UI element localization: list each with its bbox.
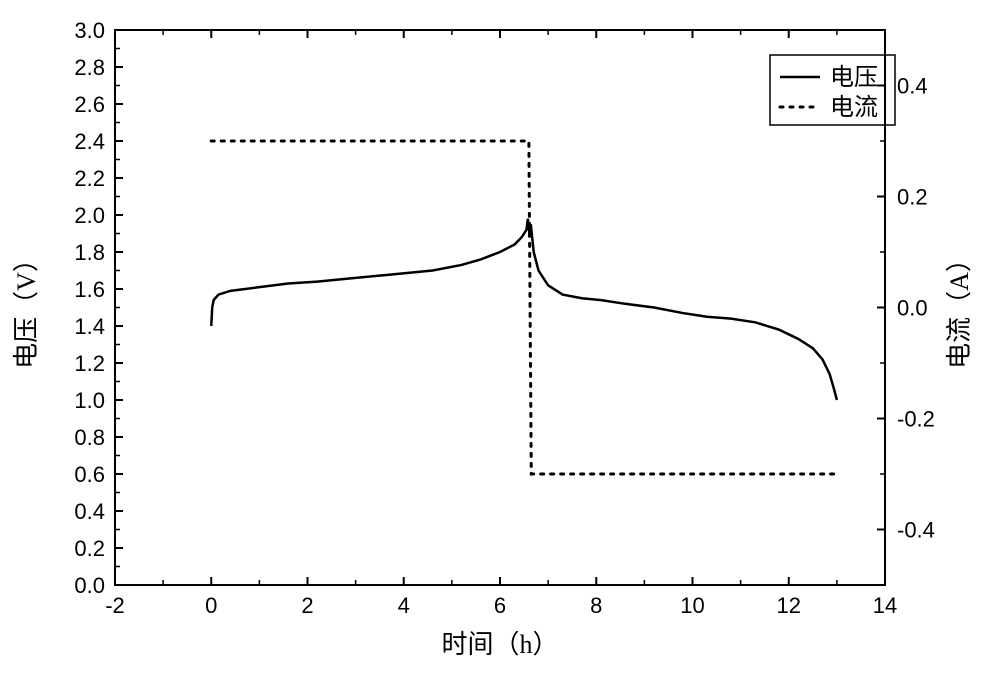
- yl-tick-label: 2.4: [74, 129, 105, 154]
- legend-label: 电压: [830, 64, 878, 91]
- yl-tick-label: 0.2: [74, 536, 105, 561]
- yr-tick-label: -0.2: [897, 407, 935, 432]
- series-current: [211, 141, 837, 474]
- x-tick-label: 4: [398, 593, 410, 618]
- yl-tick-label: 0.8: [74, 425, 105, 450]
- x-tick-label: 14: [873, 593, 897, 618]
- yl-tick-label: 2.0: [74, 203, 105, 228]
- yl-tick-label: 2.8: [74, 55, 105, 80]
- yl-tick-label: 0.0: [74, 573, 105, 598]
- yl-tick-label: 1.6: [74, 277, 105, 302]
- x-tick-label: 6: [494, 593, 506, 618]
- y-right-axis-label: 电流（A）: [945, 246, 974, 369]
- x-tick-label: 10: [680, 593, 704, 618]
- dual-axis-line-chart: -2 0 2 4 6 8 10 12 14 时间（h） 0.0 0.2 0.4 0.6 0.8 1.0 1.2 1…: [0, 0, 1000, 683]
- yl-tick-label: 1.8: [74, 240, 105, 265]
- yl-tick-label: 0.4: [74, 499, 105, 524]
- x-tick-label: 0: [205, 593, 217, 618]
- yl-tick-label: 2.2: [74, 166, 105, 191]
- x-tick-label: 12: [777, 593, 801, 618]
- yr-tick-label: 0.0: [897, 296, 928, 321]
- yl-tick-label: 2.6: [74, 92, 105, 117]
- series-voltage: [211, 219, 837, 400]
- x-axis-label: 时间（h）: [441, 630, 558, 659]
- yr-tick-label: 0.2: [897, 185, 928, 210]
- yl-tick-label: 1.4: [74, 314, 105, 339]
- yl-tick-label: 1.0: [74, 388, 105, 413]
- yl-tick-label: 0.6: [74, 462, 105, 487]
- yl-tick-label: 1.2: [74, 351, 105, 376]
- x-tick-label: -2: [105, 593, 125, 618]
- yr-tick-label: 0.4: [897, 74, 928, 99]
- y-left-axis-label: 电压（V）: [12, 246, 41, 369]
- yr-tick-label: -0.4: [897, 518, 935, 543]
- x-tick-label: 2: [301, 593, 313, 618]
- yl-tick-label: 3.0: [74, 18, 105, 43]
- x-tick-label: 8: [590, 593, 602, 618]
- chart-container: -2 0 2 4 6 8 10 12 14 时间（h） 0.0 0.2 0.4 0.6 0.8 1.0 1.2 1…: [0, 0, 1000, 683]
- legend-label: 电流: [830, 94, 878, 121]
